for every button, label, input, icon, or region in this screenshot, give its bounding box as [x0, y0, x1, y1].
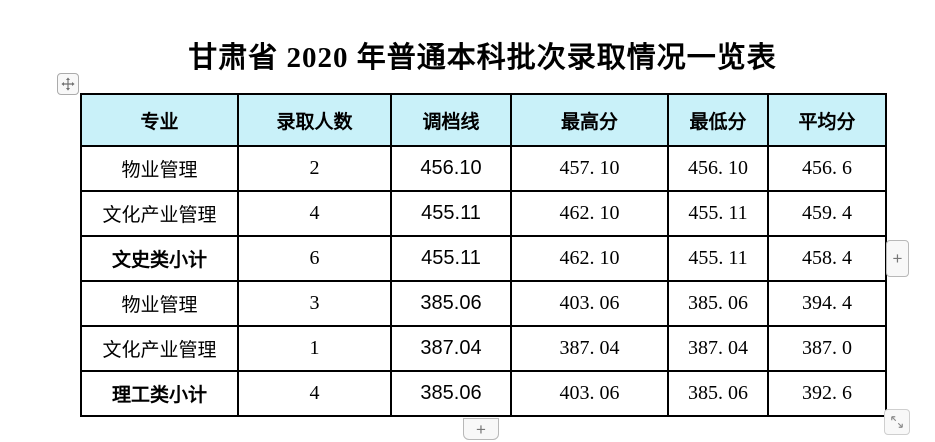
cell-avg: 458. 4 [767, 235, 887, 282]
cell-count: 3 [237, 280, 392, 327]
cell-avg: 456. 6 [767, 145, 887, 192]
cell-avg: 387. 0 [767, 325, 887, 372]
cell-count: 2 [237, 145, 392, 192]
cell-line: 387.04 [390, 325, 512, 372]
cell-min: 455. 11 [667, 235, 769, 282]
col-header-avg: 平均分 [767, 93, 887, 147]
page-title: 甘肃省 2020 年普通本科批次录取情况一览表 [188, 42, 777, 74]
cell-count: 4 [237, 190, 392, 237]
table-row: 文化产业管理 4 455.11 462. 10 455. 11 459. 4 [80, 190, 887, 237]
cell-min: 387. 04 [667, 325, 769, 372]
cell-line: 455.11 [390, 190, 512, 237]
cell-major: 文史类小计 [80, 235, 239, 282]
table-resize-handle[interactable] [884, 409, 910, 435]
cell-max: 457. 10 [510, 145, 669, 192]
cell-line: 385.06 [390, 280, 512, 327]
col-header-line: 调档线 [390, 93, 512, 147]
table-move-handle[interactable] [57, 73, 79, 95]
header-row: 专业 录取人数 调档线 最高分 最低分 平均分 [80, 93, 887, 147]
cell-major: 物业管理 [80, 145, 239, 192]
col-header-max: 最高分 [510, 93, 669, 147]
table-row: 物业管理 2 456.10 457. 10 456. 10 456. 6 [80, 145, 887, 192]
cell-max: 462. 10 [510, 190, 669, 237]
cell-line: 456.10 [390, 145, 512, 192]
col-header-min: 最低分 [667, 93, 769, 147]
cell-avg: 392. 6 [767, 370, 887, 417]
table-row-subtotal-science: 理工类小计 4 385.06 403. 06 385. 06 392. 6 [80, 370, 887, 417]
cell-min: 455. 11 [667, 190, 769, 237]
cell-avg: 394. 4 [767, 280, 887, 327]
resize-icon [890, 415, 904, 429]
cell-max: 462. 10 [510, 235, 669, 282]
cell-min: 385. 06 [667, 280, 769, 327]
cell-count: 6 [237, 235, 392, 282]
cell-max: 403. 06 [510, 280, 669, 327]
cell-major: 文化产业管理 [80, 325, 239, 372]
cell-count: 1 [237, 325, 392, 372]
table-row: 文化产业管理 1 387.04 387. 04 387. 04 387. 0 [80, 325, 887, 372]
plus-icon: + [476, 419, 486, 439]
cell-min: 456. 10 [667, 145, 769, 192]
cell-major: 物业管理 [80, 280, 239, 327]
cell-max: 403. 06 [510, 370, 669, 417]
plus-icon: + [892, 249, 903, 268]
cell-line: 455.11 [390, 235, 512, 282]
move-icon [61, 77, 75, 91]
cell-min: 385. 06 [667, 370, 769, 417]
cell-major: 文化产业管理 [80, 190, 239, 237]
cell-avg: 459. 4 [767, 190, 887, 237]
col-header-major: 专业 [80, 93, 239, 147]
cell-major: 理工类小计 [80, 370, 239, 417]
cell-line: 385.06 [390, 370, 512, 417]
insert-column-button[interactable]: + [886, 240, 909, 277]
cell-max: 387. 04 [510, 325, 669, 372]
table-row-subtotal-liberal-arts: 文史类小计 6 455.11 462. 10 455. 11 458. 4 [80, 235, 887, 282]
insert-row-button[interactable]: + [463, 418, 499, 440]
cell-count: 4 [237, 370, 392, 417]
table-row: 物业管理 3 385.06 403. 06 385. 06 394. 4 [80, 280, 887, 327]
admissions-table: 专业 录取人数 调档线 最高分 最低分 平均分 物业管理 2 456.10 45… [80, 93, 887, 417]
col-header-count: 录取人数 [237, 93, 392, 147]
